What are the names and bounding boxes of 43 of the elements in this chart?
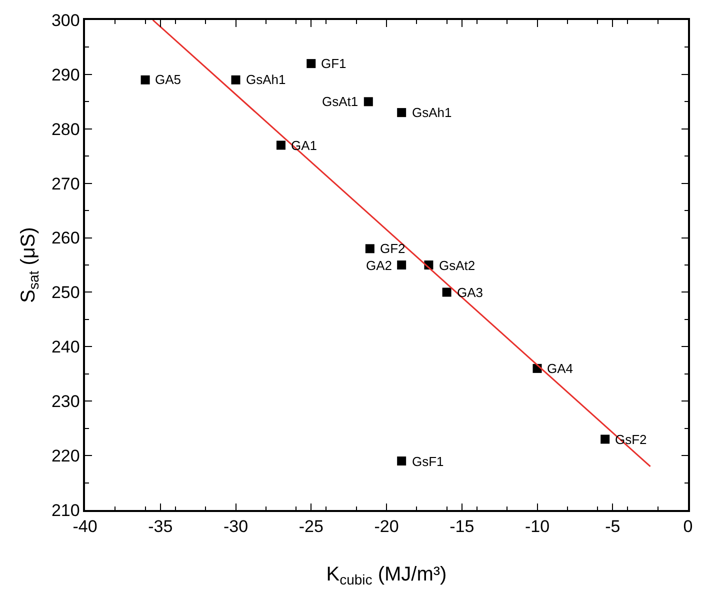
annotation: GsAh1 bbox=[246, 72, 286, 87]
annotation: GF1 bbox=[321, 56, 346, 71]
point bbox=[600, 434, 610, 444]
x-tick-label: -10 bbox=[524, 517, 550, 536]
point bbox=[397, 260, 406, 270]
point bbox=[276, 140, 286, 150]
y-tick-label: 290 bbox=[51, 65, 80, 84]
point bbox=[231, 75, 240, 84]
annotation: GA2 bbox=[366, 258, 392, 273]
annotation: GA1 bbox=[291, 138, 318, 153]
y-tick-label: 210 bbox=[51, 500, 80, 520]
x-tick-label: -20 bbox=[374, 517, 399, 536]
annotation: GA3 bbox=[457, 285, 484, 300]
point bbox=[364, 97, 373, 106]
x-tick-label: 0 bbox=[683, 517, 693, 536]
point bbox=[397, 108, 406, 118]
point bbox=[397, 456, 406, 466]
annotation: GsAt1 bbox=[322, 94, 358, 109]
annotation: GA5 bbox=[155, 72, 182, 87]
annotation: GsF1 bbox=[412, 454, 444, 469]
y-tick-label: 250 bbox=[51, 283, 80, 302]
y-tick-label: 220 bbox=[51, 446, 80, 466]
y-tick-label: 240 bbox=[51, 338, 80, 357]
point bbox=[306, 59, 316, 68]
y-tick-label: 280 bbox=[51, 120, 80, 139]
y-tick-label: 260 bbox=[51, 228, 80, 248]
y-tick-label: 230 bbox=[51, 392, 80, 412]
x-tick-label: -5 bbox=[605, 517, 620, 536]
annotation: GA4 bbox=[547, 361, 574, 376]
x-axis-title: K$_{cubic}$ (MJ/m³) bbox=[326, 564, 447, 588]
annotation: GsAt2 bbox=[439, 258, 476, 273]
annotation: GF2 bbox=[380, 241, 406, 256]
x-tick-label: -25 bbox=[298, 517, 324, 536]
point bbox=[365, 244, 374, 254]
y-tick-label: 300 bbox=[51, 10, 80, 30]
x-tick-label: -40 bbox=[72, 517, 98, 536]
annotation: GsAh1 bbox=[412, 105, 452, 120]
point bbox=[140, 75, 150, 84]
x-tick-label: -35 bbox=[148, 517, 173, 536]
point bbox=[442, 288, 452, 297]
x-tick-label: -30 bbox=[223, 517, 248, 536]
x-tick-label: -15 bbox=[450, 517, 474, 536]
y-tick-label: 270 bbox=[51, 174, 80, 194]
